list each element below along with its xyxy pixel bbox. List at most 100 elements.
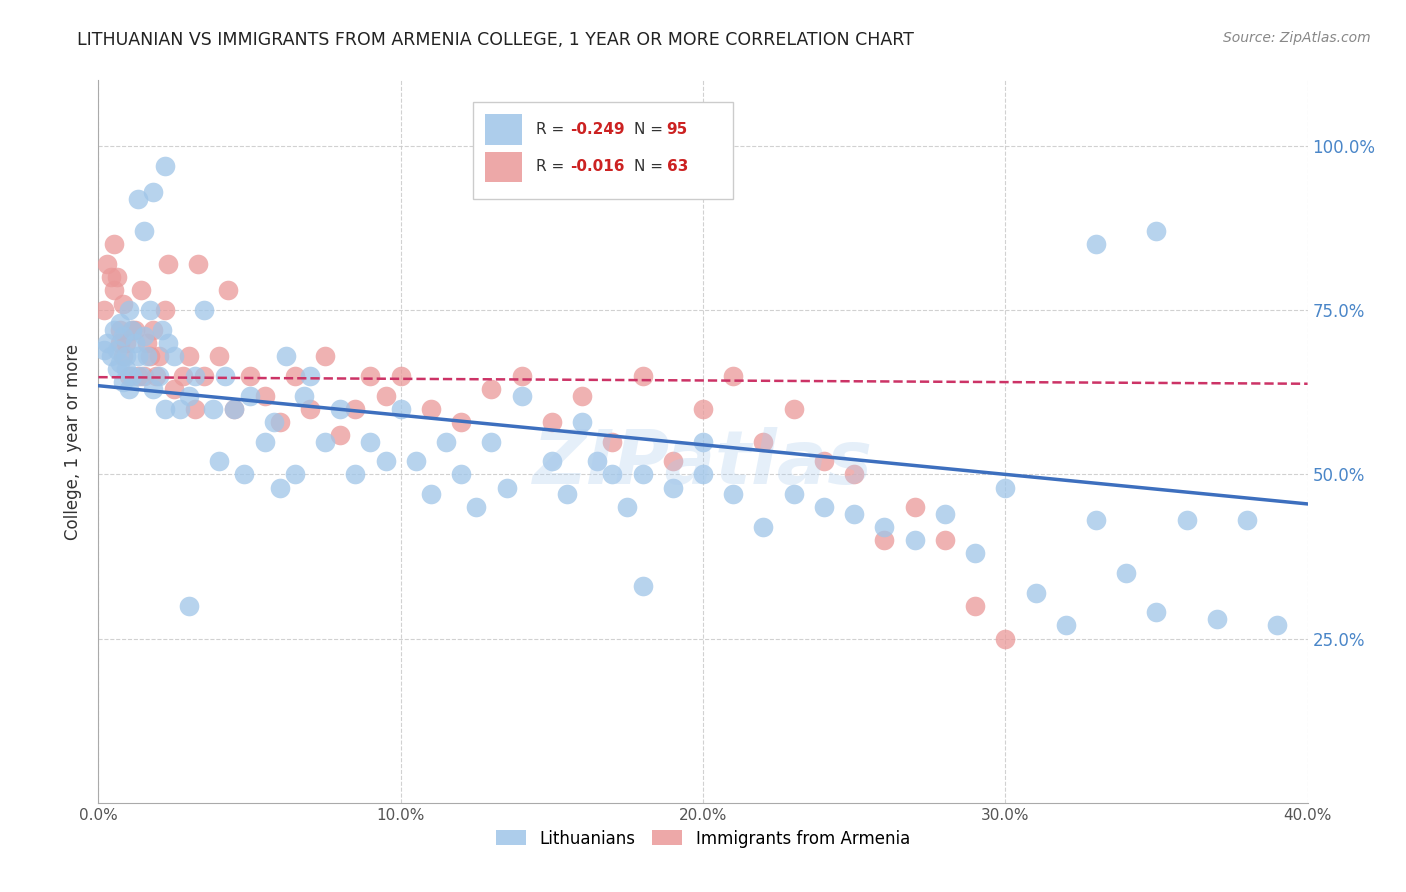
Point — [156, 336, 179, 351]
Point — [103, 323, 125, 337]
Point — [904, 533, 927, 547]
Point — [540, 415, 562, 429]
Point — [179, 388, 201, 402]
Point — [844, 467, 866, 482]
Point — [124, 323, 146, 337]
Point — [108, 316, 131, 330]
Point — [299, 368, 322, 383]
Point — [571, 388, 593, 402]
Point — [873, 533, 896, 547]
Point — [111, 349, 134, 363]
Point — [1085, 513, 1108, 527]
Point — [148, 368, 170, 383]
Point — [586, 454, 609, 468]
FancyBboxPatch shape — [485, 114, 522, 145]
Text: R =: R = — [536, 160, 569, 175]
Point — [132, 329, 155, 343]
Point — [344, 467, 367, 482]
Point — [105, 270, 128, 285]
Point — [214, 368, 236, 383]
Point — [139, 349, 162, 363]
Point — [314, 434, 336, 449]
Point — [172, 368, 194, 383]
Point — [360, 434, 382, 449]
Point — [253, 434, 276, 449]
Point — [965, 546, 987, 560]
Point — [934, 507, 956, 521]
Text: ZIPatlas: ZIPatlas — [533, 426, 873, 500]
Point — [169, 401, 191, 416]
Point — [163, 349, 186, 363]
Point — [239, 368, 262, 383]
Point — [723, 368, 745, 383]
Legend: Lithuanians, Immigrants from Armenia: Lithuanians, Immigrants from Armenia — [488, 822, 918, 856]
Point — [434, 434, 457, 449]
Point — [934, 533, 956, 547]
Point — [844, 507, 866, 521]
Point — [994, 481, 1017, 495]
Point — [284, 467, 307, 482]
Point — [129, 284, 152, 298]
Text: N =: N = — [634, 122, 668, 136]
Point — [118, 368, 141, 383]
Point — [100, 270, 122, 285]
Point — [1085, 237, 1108, 252]
Point — [263, 415, 285, 429]
Text: -0.016: -0.016 — [569, 160, 624, 175]
Point — [1024, 585, 1046, 599]
Point — [114, 349, 136, 363]
Point — [420, 401, 443, 416]
Point — [752, 520, 775, 534]
Point — [723, 487, 745, 501]
Point — [540, 454, 562, 468]
Point — [108, 336, 131, 351]
Point — [142, 323, 165, 337]
Point — [217, 284, 239, 298]
Point — [100, 349, 122, 363]
Point — [1144, 224, 1167, 238]
Point — [269, 415, 291, 429]
Point — [420, 487, 443, 501]
Point — [253, 388, 276, 402]
Point — [450, 467, 472, 482]
Text: -0.249: -0.249 — [569, 122, 624, 136]
Point — [93, 303, 115, 318]
Point — [510, 388, 533, 402]
Point — [813, 500, 835, 515]
Point — [135, 336, 157, 351]
Point — [783, 487, 806, 501]
Point — [129, 368, 152, 383]
Point — [142, 185, 165, 199]
Point — [148, 349, 170, 363]
Text: Source: ZipAtlas.com: Source: ZipAtlas.com — [1223, 31, 1371, 45]
Text: N =: N = — [634, 160, 668, 175]
Point — [132, 368, 155, 383]
Text: 63: 63 — [666, 160, 688, 175]
Point — [555, 487, 578, 501]
Point — [481, 382, 503, 396]
Point — [813, 454, 835, 468]
Point — [783, 401, 806, 416]
Point — [904, 500, 927, 515]
Point — [153, 401, 176, 416]
Point — [292, 388, 315, 402]
Point — [187, 257, 209, 271]
Point — [179, 349, 201, 363]
Point — [239, 388, 262, 402]
Text: 95: 95 — [666, 122, 688, 136]
Point — [1115, 566, 1137, 580]
Point — [571, 415, 593, 429]
Point — [374, 454, 396, 468]
Point — [299, 401, 322, 416]
Point — [114, 336, 136, 351]
Point — [1175, 513, 1198, 527]
Y-axis label: College, 1 year or more: College, 1 year or more — [65, 343, 83, 540]
Point — [274, 349, 297, 363]
Point — [153, 303, 176, 318]
Text: R =: R = — [536, 122, 569, 136]
Point — [284, 368, 307, 383]
Point — [163, 382, 186, 396]
Point — [105, 343, 128, 357]
Point — [127, 192, 149, 206]
Point — [1206, 612, 1229, 626]
